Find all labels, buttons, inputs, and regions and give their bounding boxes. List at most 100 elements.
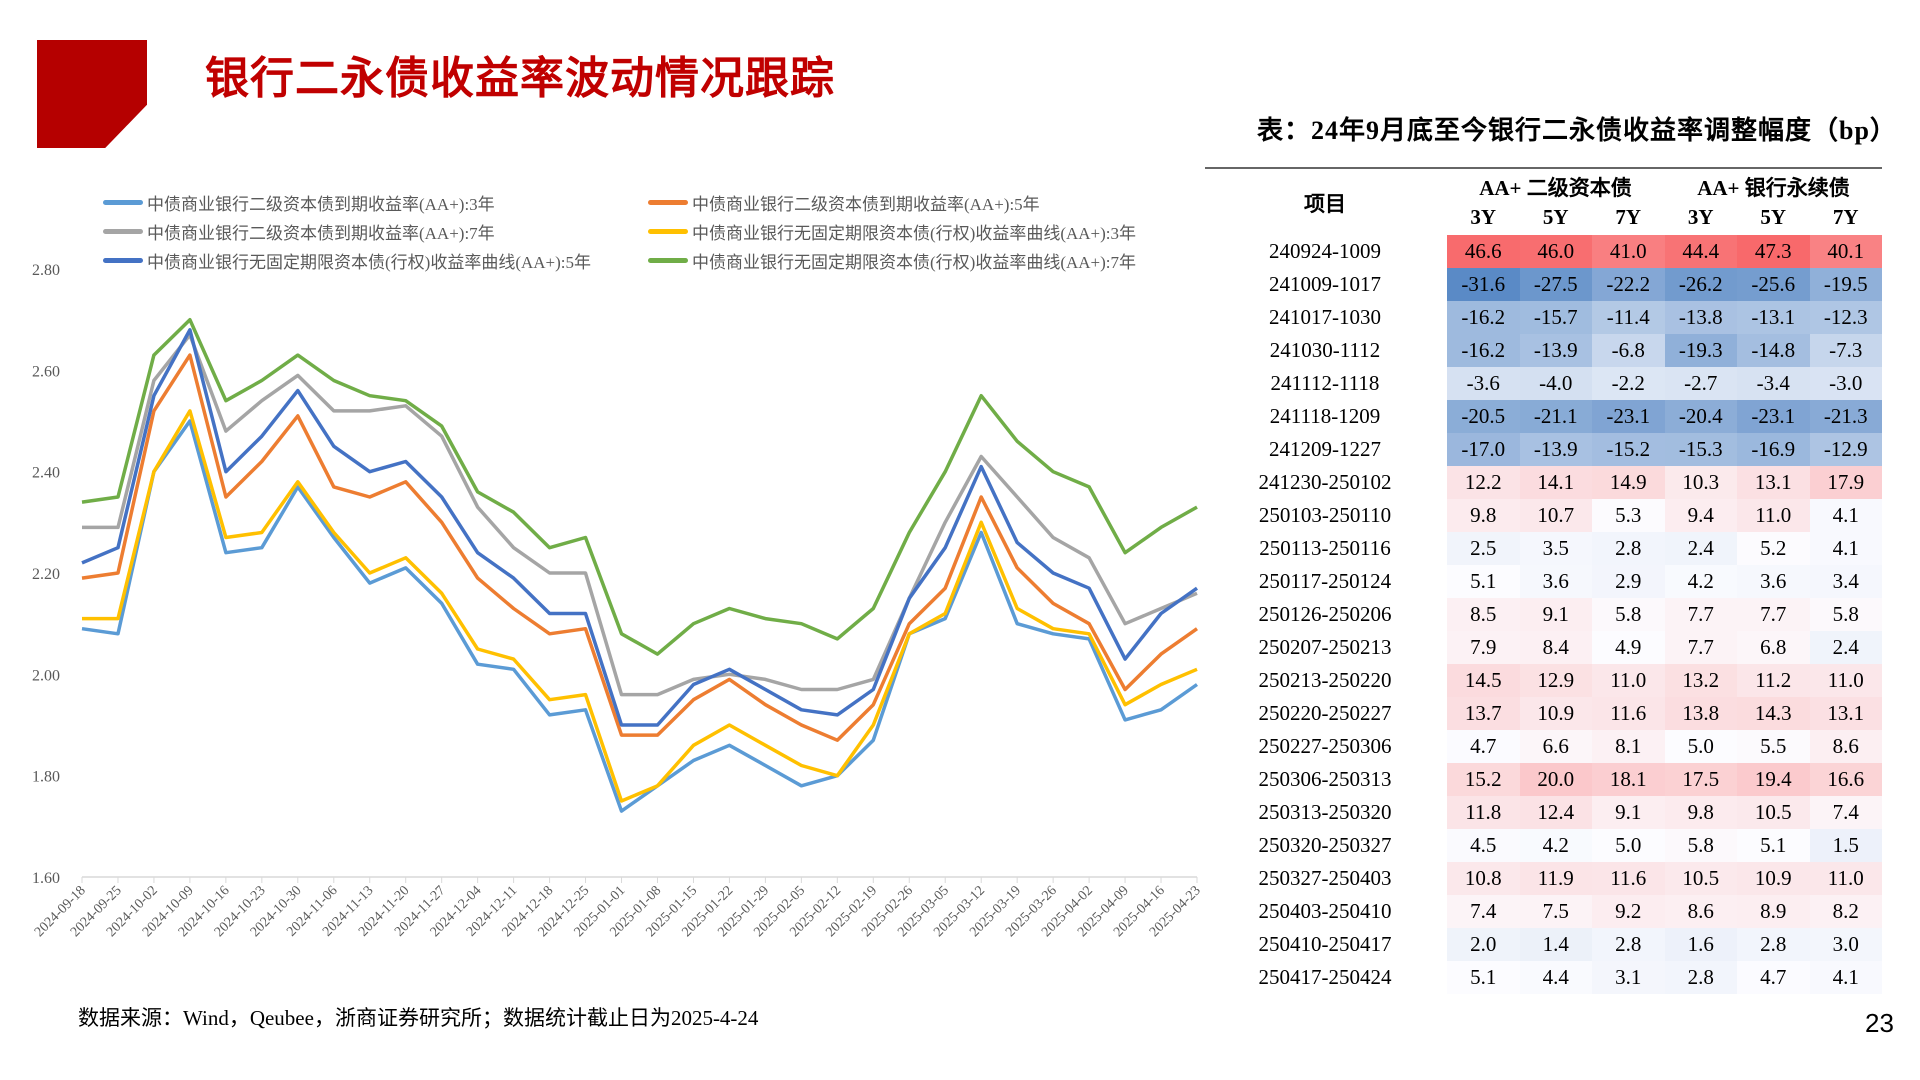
table-cell: 4.9 (1592, 631, 1665, 664)
table-cell: 13.7 (1447, 697, 1520, 730)
table-title: 表：24年9月底至今银行二永债收益率调整幅度（bp） (1257, 116, 1897, 145)
legend-swatch (648, 200, 688, 205)
legend-label: 中债商业银行无固定期限资本债(行权)收益率曲线(AA+):5年 (147, 253, 592, 272)
table-cell: 13.1 (1809, 697, 1882, 730)
table-cell: 9.4 (1664, 499, 1737, 532)
legend-item: 中债商业银行无固定期限资本债(行权)收益率曲线(AA+):5年 (103, 248, 591, 273)
table-row: 4.5 4.2 5.0 5.8 5.1 1.5 (1447, 829, 1882, 862)
table-cell: -21.1 (1519, 400, 1592, 433)
table-cell: 44.4 (1664, 235, 1737, 268)
row-label: 250126-250206 (1258, 602, 1392, 626)
table-cell: 7.4 (1809, 796, 1882, 829)
table-cell: 12.2 (1447, 466, 1520, 499)
table-cell: 46.6 (1447, 235, 1520, 268)
row-label: 250313-250320 (1258, 800, 1392, 824)
table-cell: 8.2 (1809, 895, 1882, 928)
sub-header: 3Y (1687, 205, 1714, 229)
table-cell: 40.1 (1809, 235, 1882, 268)
series-line-6 (81, 317, 1198, 656)
row-label: 250103-250110 (1258, 503, 1392, 527)
table-cell: 4.1 (1809, 499, 1882, 532)
table-cell: -14.8 (1737, 334, 1810, 367)
table-row: 14.5 12.9 11.0 13.2 11.2 11.0 (1447, 664, 1882, 697)
table-cell: 3.0 (1809, 928, 1882, 961)
y-tick-label: 2.80 (32, 262, 60, 279)
table-cell: 10.3 (1664, 466, 1737, 499)
table-cell: 3.5 (1519, 532, 1592, 565)
table-cell: -6.8 (1592, 334, 1665, 367)
series-line-5 (81, 328, 1199, 727)
y-tick-label: 2.40 (32, 465, 60, 482)
table-cell: -15.2 (1592, 433, 1665, 466)
table-cell: 9.1 (1592, 796, 1665, 829)
table-cell: 7.9 (1447, 631, 1520, 664)
row-label: 250220-250227 (1258, 701, 1392, 725)
table-cell: 9.1 (1519, 598, 1592, 631)
legend-swatch (648, 229, 688, 234)
table-row: 11.8 12.4 9.1 9.8 10.5 7.4 (1447, 796, 1882, 829)
row-label: 241230-250102 (1258, 470, 1392, 494)
table-row: 13.7 10.9 11.6 13.8 14.3 13.1 (1447, 697, 1882, 730)
table-cell: 13.1 (1737, 466, 1810, 499)
table-cell: -25.6 (1737, 268, 1810, 301)
table-cell: 19.4 (1737, 763, 1810, 796)
table-cell: -16.2 (1447, 301, 1520, 334)
page-number: 23 (1865, 1008, 1894, 1038)
table-cell: 10.9 (1519, 697, 1592, 730)
series-line-1 (81, 419, 1199, 813)
table-cell: 1.5 (1809, 829, 1882, 862)
table-row: 12.2 14.1 14.9 10.3 13.1 17.9 (1447, 466, 1882, 499)
table-cell: 10.8 (1447, 862, 1520, 895)
table-cell: 5.1 (1447, 565, 1520, 598)
legend-swatch (648, 258, 688, 263)
table-cell: 5.5 (1737, 730, 1810, 763)
table-cell: 8.1 (1592, 730, 1665, 763)
table-cell: 3.6 (1737, 565, 1810, 598)
table-cell: 5.0 (1592, 829, 1665, 862)
table-row: -20.5 -21.1 -23.1 -20.4 -23.1 -21.3 (1447, 400, 1882, 433)
table-cell: 14.3 (1737, 697, 1810, 730)
table-cell: 2.8 (1592, 532, 1665, 565)
table-row: 5.1 3.6 2.9 4.2 3.6 3.4 (1447, 565, 1882, 598)
sub-header: 7Y (1832, 205, 1859, 229)
row-label: 241112-1118 (1270, 371, 1380, 395)
table-cell: -15.3 (1664, 433, 1737, 466)
table-row: 8.5 9.1 5.8 7.7 7.7 5.8 (1447, 598, 1882, 631)
table-cell: 8.9 (1737, 895, 1810, 928)
table-cell: -26.2 (1664, 268, 1737, 301)
table-cell: 9.8 (1447, 499, 1520, 532)
row-label: 250113-250116 (1259, 536, 1391, 560)
table-cell: 5.1 (1447, 961, 1520, 994)
table-cell: 4.2 (1519, 829, 1592, 862)
y-tick-label: 1.60 (32, 870, 60, 887)
table-row: 4.7 6.6 8.1 5.0 5.5 8.6 (1447, 730, 1882, 763)
table-row: -3.6 -4.0 -2.2 -2.7 -3.4 -3.0 (1447, 367, 1882, 400)
legend-item: 中债商业银行二级资本债到期收益率(AA+):3年 (103, 190, 495, 215)
y-tick-label: 2.60 (32, 363, 60, 380)
row-label: 250207-250213 (1258, 635, 1392, 659)
table-cell: 2.4 (1664, 532, 1737, 565)
table-cell: 3.1 (1592, 961, 1665, 994)
table-cell: -2.7 (1664, 367, 1737, 400)
table-cell: 11.6 (1592, 697, 1665, 730)
y-tick-label: 2.00 (32, 667, 60, 684)
legend-label: 中债商业银行二级资本债到期收益率(AA+):3年 (147, 195, 495, 214)
table-cell: 5.8 (1592, 598, 1665, 631)
table-cell: 7.5 (1519, 895, 1592, 928)
row-label: 250213-250220 (1258, 668, 1392, 692)
table-cell: -4.0 (1519, 367, 1592, 400)
table-cell: 14.1 (1519, 466, 1592, 499)
series-line-4 (82, 409, 1198, 803)
legend-label: 中债商业银行无固定期限资本债(行权)收益率曲线(AA+):3年 (692, 224, 1137, 243)
table-cell: 41.0 (1592, 235, 1665, 268)
table-cell: 7.4 (1447, 895, 1520, 928)
table-cell: -13.9 (1519, 433, 1592, 466)
table-cell: 4.7 (1447, 730, 1520, 763)
table-cell: 17.9 (1809, 466, 1882, 499)
table-cell: 14.9 (1592, 466, 1665, 499)
table-cell: 11.8 (1447, 796, 1520, 829)
table-cell: -13.8 (1664, 301, 1737, 334)
table-cell: 5.0 (1664, 730, 1737, 763)
table-cell: 10.5 (1664, 862, 1737, 895)
row-label: 240924-1009 (1269, 239, 1381, 263)
